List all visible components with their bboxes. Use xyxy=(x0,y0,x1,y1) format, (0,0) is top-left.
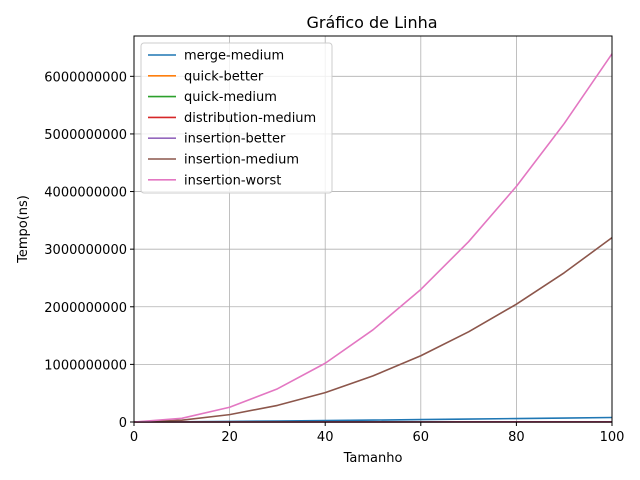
y-tick-label: 2000000000 xyxy=(44,301,127,316)
legend-label: distribution-medium xyxy=(184,111,316,126)
legend-label: insertion-worst xyxy=(184,173,281,188)
x-axis-label: Tamanho xyxy=(343,451,403,466)
legend: merge-medium quick-better quick-medium dist… xyxy=(141,43,332,193)
y-tick-label: 1000000000 xyxy=(44,358,127,373)
y-tick-label: 4000000000 xyxy=(44,186,127,201)
legend-label: quick-medium xyxy=(184,90,277,105)
y-tick-label: 3000000000 xyxy=(44,243,127,258)
y-tick-label: 0 xyxy=(119,416,127,431)
x-tick-label: 40 xyxy=(317,430,334,445)
legend-label: insertion-medium xyxy=(184,153,299,168)
legend-label: insertion-better xyxy=(184,132,286,147)
legend-label: merge-medium xyxy=(184,49,284,64)
x-tick-label: 60 xyxy=(413,430,430,445)
x-tick-label: 80 xyxy=(508,430,525,445)
y-tick-label: 5000000000 xyxy=(44,128,127,143)
x-tick-label: 20 xyxy=(221,430,238,445)
x-tick-label: 0 xyxy=(130,430,138,445)
legend-label: quick-better xyxy=(184,69,264,84)
y-tick-label: 6000000000 xyxy=(44,70,127,85)
y-axis-label: Tempo(ns) xyxy=(16,195,31,264)
chart-title: Gráfico de Linha xyxy=(306,13,437,32)
x-tick-label: 100 xyxy=(600,430,625,445)
